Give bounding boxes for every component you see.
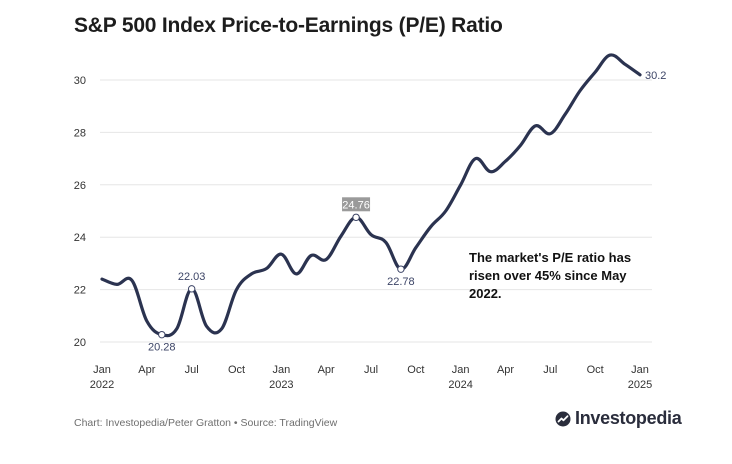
callout-marker <box>158 330 166 339</box>
callout-marker <box>397 265 405 273</box>
brand-name: Investopedia <box>575 408 682 428</box>
investopedia-logo: Investopedia <box>555 408 682 429</box>
x-tick-label: Jan <box>272 364 290 376</box>
x-tick-year-label: 2023 <box>269 379 293 391</box>
investopedia-logo-icon <box>555 411 571 426</box>
x-tick-label: Jul <box>543 364 557 376</box>
y-tick-label: 28 <box>74 127 86 139</box>
callout-marker <box>187 285 196 293</box>
end-value-label: 30.2 <box>645 70 666 82</box>
callout-layer: 20.28 22.03 24.76 22.78 30.2 <box>148 70 666 354</box>
chart-source: Chart: Investopedia/Peter Gratton • Sour… <box>74 417 338 429</box>
x-tick-year-label: 2024 <box>448 379 472 391</box>
callout-label: 20.28 <box>148 342 176 354</box>
x-tick-label: Apr <box>497 364 514 376</box>
x-tick-label: Jan <box>631 364 649 376</box>
x-tick-label: Apr <box>318 364 335 376</box>
x-tick-label: Jan <box>93 364 111 376</box>
x-tick-label: Apr <box>138 364 155 376</box>
x-tick-label: Oct <box>407 364 424 376</box>
chart-annotation: The market's P/E ratio has risen over 45… <box>469 250 632 301</box>
callout-label: 22.78 <box>387 276 415 288</box>
callout-marker <box>352 213 360 221</box>
y-tick-label: 26 <box>74 180 86 192</box>
x-tick-label: Oct <box>587 364 604 376</box>
x-tick-label: Oct <box>228 364 245 376</box>
callout-highlight <box>342 197 371 212</box>
x-tick-year-label: 2025 <box>628 379 652 391</box>
y-tick-label: 20 <box>74 337 86 349</box>
x-tick-label: Jul <box>364 364 378 376</box>
x-axis: Jan 2022 Apr Jul Oct Jan 2023 Apr Jul Oct Jan 2024 A… <box>90 364 652 391</box>
y-axis: 20 22 24 26 28 30 <box>74 75 86 349</box>
y-tick-label: 22 <box>74 285 86 297</box>
x-tick-label: Jul <box>185 364 199 376</box>
x-tick-year-label: 2022 <box>90 379 114 391</box>
callout-label: 24.76 <box>342 199 370 211</box>
y-tick-label: 30 <box>74 75 86 87</box>
chart-title: S&P 500 Index Price-to-Earnings (P/E) Ra… <box>74 14 503 37</box>
x-tick-label: Jan <box>452 364 470 376</box>
callout-label: 22.03 <box>178 271 206 283</box>
y-tick-label: 24 <box>74 232 86 244</box>
